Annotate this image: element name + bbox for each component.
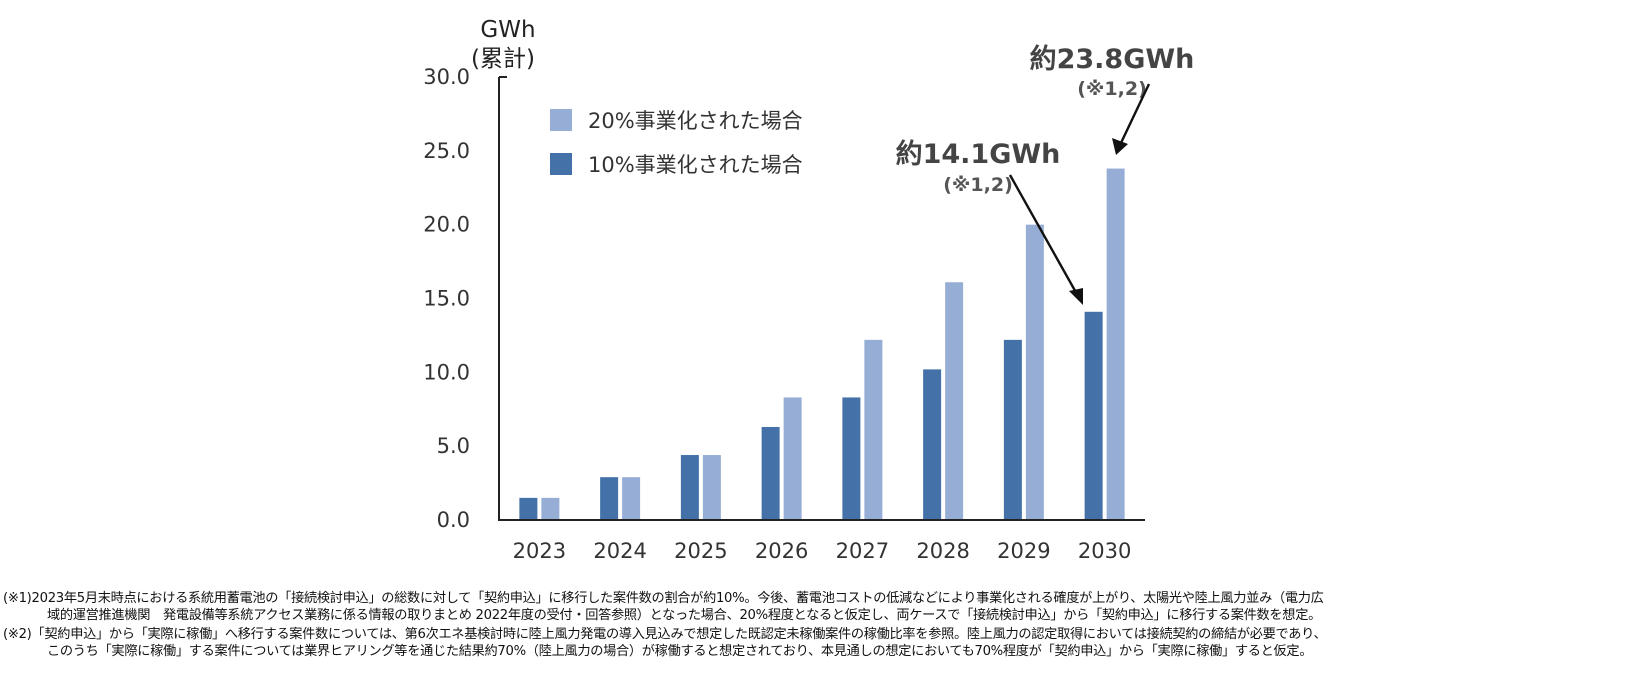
bar-20pct-2027: [864, 339, 883, 520]
bar-20pct-2024: [622, 477, 641, 520]
bar-20pct-2026: [783, 397, 802, 520]
annotation-14-1-note: (※1,2): [943, 174, 1013, 196]
x-tick-label-2026: 2026: [755, 539, 808, 563]
footnote-1: (※1)2023年5月末時点における系統用蓄電池の「接続検討申込」の総数に対して…: [3, 590, 1631, 624]
bar-20pct-2029: [1025, 224, 1044, 520]
annotation-23-8-label: 約23.8GWh: [1030, 43, 1195, 75]
legend-swatch-20: [550, 109, 572, 131]
footnote-2-line-1: (※2)「契約申込」から「実際に稼働」へ移行する案件数については、第6次エネ基検…: [3, 627, 1327, 642]
legend: 20%事業化された場合 10%事業化された場合: [550, 109, 803, 177]
x-tick-label-2030: 2030: [1078, 539, 1131, 563]
annotation-14-1-arrow: [1008, 174, 1080, 297]
footnotes: (※1)2023年5月末時点における系統用蓄電池の「接続検討申込」の総数に対して…: [3, 590, 1631, 662]
bar-10pct-2025: [680, 455, 699, 520]
footnote-1-line-2: 域的運営推進機関 発電設備等系統アクセス業務に係る情報の取りまとめ 2022年度…: [47, 608, 1321, 623]
y-tick-label: 20.0: [423, 213, 470, 237]
annotation-14-1: 約14.1GWh (※1,2): [896, 138, 1083, 305]
bar-20pct-2025: [702, 455, 721, 520]
bars: [519, 168, 1125, 520]
x-tick-label-2029: 2029: [997, 539, 1050, 563]
x-tick-label-2028: 2028: [916, 539, 969, 563]
y-axis-unit-sublabel: (累計): [471, 46, 535, 72]
y-tick-label: 15.0: [423, 287, 470, 311]
x-tick-label-2024: 2024: [593, 539, 646, 563]
annotation-23-8-arrow: [1118, 83, 1151, 146]
bar-20pct-2028: [945, 282, 964, 520]
y-axis-unit-label: GWh: [480, 17, 535, 43]
annotation-23-8: 約23.8GWh (※1,2): [1030, 43, 1195, 155]
bar-10pct-2030: [1084, 311, 1103, 520]
legend-label-20: 20%事業化された場合: [588, 109, 803, 133]
annotation-14-1-arrowhead: [1069, 288, 1083, 305]
annotation-14-1-label: 約14.1GWh: [896, 138, 1061, 170]
x-tick-label-2027: 2027: [836, 539, 889, 563]
footnote-2: (※2)「契約申込」から「実際に稼働」へ移行する案件数については、第6次エネ基検…: [3, 626, 1631, 660]
bar-10pct-2026: [761, 426, 780, 520]
legend-label-10: 10%事業化された場合: [588, 153, 803, 177]
bar-10pct-2023: [519, 497, 538, 520]
footnote-2-line-2: このうち「実際に稼働」する案件については業界ヒアリング等を通じた結果約70%（陸…: [47, 644, 1313, 659]
legend-swatch-10: [550, 153, 572, 175]
y-tick-label: 10.0: [423, 360, 470, 384]
y-tick-label: 30.0: [423, 65, 470, 89]
bar-10pct-2027: [842, 397, 861, 520]
x-axis-ticks: 2023 2024 2025 2026 2027 2028 2029 2030: [513, 539, 1132, 563]
y-tick-label: 5.0: [437, 434, 470, 458]
y-tick-label: 0.0: [437, 508, 470, 532]
annotation-23-8-note: (※1,2): [1077, 78, 1147, 100]
bar-10pct-2028: [923, 369, 942, 520]
y-axis-ticks: 0.0 5.0 10.0 15.0 20.0 25.0 30.0: [423, 65, 470, 532]
battery-capacity-bar-chart: GWh (累計) 0.0 5.0 10.0 15.0 20.0 25.0 30.0 2023…: [423, 17, 1195, 563]
x-tick-label-2025: 2025: [674, 539, 727, 563]
bar-10pct-2024: [600, 477, 619, 520]
bar-20pct-2030: [1106, 168, 1125, 520]
bar-10pct-2029: [1003, 339, 1022, 520]
x-tick-label-2023: 2023: [513, 539, 566, 563]
footnote-1-line-1: (※1)2023年5月末時点における系統用蓄電池の「接続検討申込」の総数に対して…: [3, 591, 1324, 606]
annotation-23-8-arrowhead: [1112, 138, 1128, 155]
bar-20pct-2023: [541, 497, 560, 520]
y-tick-label: 25.0: [423, 139, 470, 163]
